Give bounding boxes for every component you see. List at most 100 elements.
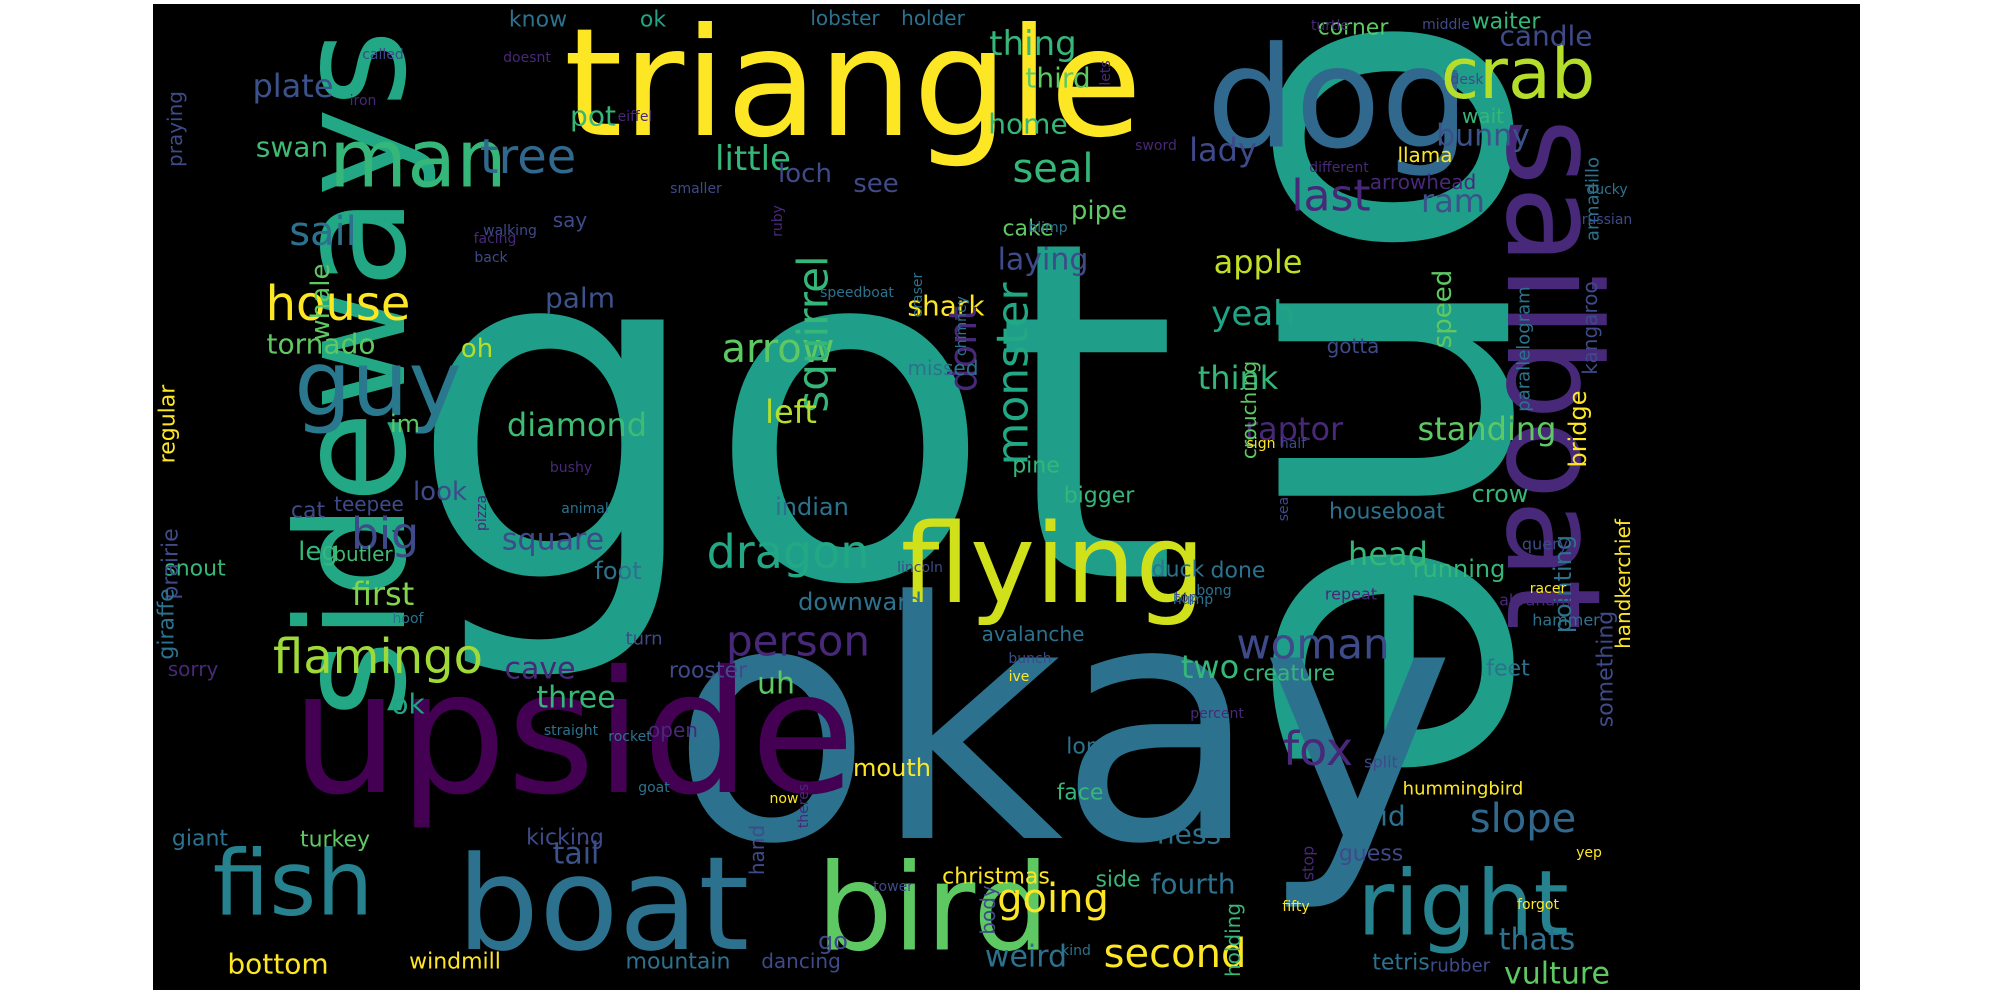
word-waiter: waiter: [1472, 10, 1542, 35]
word-rooster: rooster: [669, 659, 748, 684]
word-vulture: vulture: [1504, 957, 1610, 991]
word-theres: theres: [796, 784, 812, 828]
word-boat: boat: [457, 828, 750, 980]
word-lady: lady: [1189, 131, 1257, 169]
word-side: side: [1095, 868, 1140, 893]
word-tornado: tornado: [267, 328, 376, 361]
word-wait: wait: [1462, 104, 1504, 128]
word-goat: goat: [638, 780, 670, 796]
word-hummingbird: hummingbird: [1403, 779, 1524, 800]
word-hand: hand: [745, 825, 769, 875]
word-half: half: [1280, 436, 1307, 452]
word-crouching: crouching: [1237, 361, 1261, 459]
word-split: split: [1364, 753, 1398, 772]
word-dancing: dancing: [761, 949, 841, 973]
word-open: open: [648, 718, 698, 742]
word-llama: llama: [1397, 143, 1452, 167]
word-pointing: pointing: [1549, 535, 1577, 633]
word-okay: okay: [671, 532, 1456, 916]
word-houseboat: houseboat: [1329, 500, 1445, 525]
word-fox: fox: [1283, 722, 1353, 776]
word-apple: apple: [1214, 243, 1303, 281]
word-blimp: blimp: [1028, 220, 1067, 236]
word-giraffe: giraffe: [155, 588, 180, 659]
word-weird: weird: [985, 940, 1067, 975]
word-dog: dog: [1206, 18, 1469, 181]
word-second: second: [1104, 931, 1247, 977]
word-doesnt: doesnt: [503, 50, 551, 66]
word-fifty: fifty: [1282, 899, 1309, 915]
word-repeat: repeat: [1325, 585, 1377, 604]
word-thing: thing: [989, 24, 1076, 64]
word-middle: middle: [1422, 17, 1470, 33]
word-ruby: ruby: [770, 205, 786, 237]
word-last: last: [1291, 171, 1370, 222]
word-going: going: [997, 876, 1109, 922]
word-bushy: bushy: [550, 460, 592, 476]
word-windmill: windmill: [409, 950, 501, 975]
word-pizza: pizza: [474, 495, 490, 531]
word-back: back: [474, 250, 508, 266]
word-sign: sign: [1247, 436, 1276, 452]
word-eiffel: eiffel: [618, 109, 653, 125]
word-face: face: [1057, 781, 1104, 806]
word-lobster: lobster: [810, 6, 880, 30]
word-loch: loch: [778, 159, 832, 189]
word-missed: missed: [908, 356, 979, 380]
word-abraham: abraham: [1499, 591, 1571, 610]
word-turkey: turkey: [300, 828, 370, 853]
word-big: big: [351, 509, 419, 560]
word-sideways: sideways: [266, 30, 440, 719]
word-teepee: teepee: [334, 492, 404, 516]
word-slope: slope: [1470, 796, 1576, 842]
word-go: go: [818, 927, 848, 955]
word-chimney: chimney: [954, 296, 970, 356]
word-bong: bong: [1196, 583, 1231, 599]
word-crow: crow: [1472, 480, 1529, 508]
word-guess: guess: [1339, 842, 1403, 867]
word-three: three: [536, 681, 615, 716]
word-cloud: got one okay upside sideways triangle dog sailb…: [153, 4, 1860, 990]
word-said: said: [1348, 800, 1405, 833]
word-swan: swan: [256, 131, 328, 164]
word-head: head: [1348, 535, 1428, 573]
word-ducky: ducky: [1586, 182, 1627, 198]
word-know: know: [509, 8, 567, 33]
word-lincoln: lincoln: [897, 560, 943, 576]
word-iron: iron: [350, 93, 377, 109]
word-ive: ive: [1009, 669, 1030, 685]
word-plate: plate: [252, 67, 333, 105]
word-ness: ness: [1157, 818, 1221, 851]
word-downward: downward: [798, 588, 922, 616]
word-right: right: [1357, 852, 1568, 957]
word-regular: regular: [156, 384, 181, 464]
word-sailboat: sailboat: [1477, 118, 1629, 630]
word-called: called: [362, 47, 404, 63]
word-monster: monster: [988, 282, 1039, 466]
word-hammer: hammer: [1532, 611, 1600, 630]
word-speed: speed: [1428, 270, 1458, 349]
word-little: little: [715, 139, 791, 179]
word-running: running: [1413, 555, 1506, 583]
word-one: one: [1179, 8, 1668, 790]
word-something: something: [1594, 611, 1619, 727]
word-man: man: [329, 113, 507, 206]
word-kangaroo: kangaroo: [1578, 281, 1602, 374]
word-triangle: triangle: [564, 4, 1142, 171]
word-avalanche: avalanche: [982, 622, 1085, 646]
word-cloud-background: [153, 4, 1860, 990]
word-got: got: [408, 141, 1178, 688]
word-lets: lets: [1098, 60, 1114, 85]
word-pot: pot: [570, 100, 616, 133]
word-woman: woman: [1236, 620, 1389, 669]
word-tail: tail: [553, 837, 600, 872]
word-facing: facing: [474, 231, 517, 247]
word-upside: upside: [291, 635, 855, 833]
word-christmas: christmas: [942, 865, 1050, 890]
word-flying: flying: [901, 500, 1206, 628]
word-sword: sword: [1135, 138, 1177, 154]
word-fish: fish: [213, 832, 374, 937]
word-desk: desk: [1451, 72, 1485, 88]
